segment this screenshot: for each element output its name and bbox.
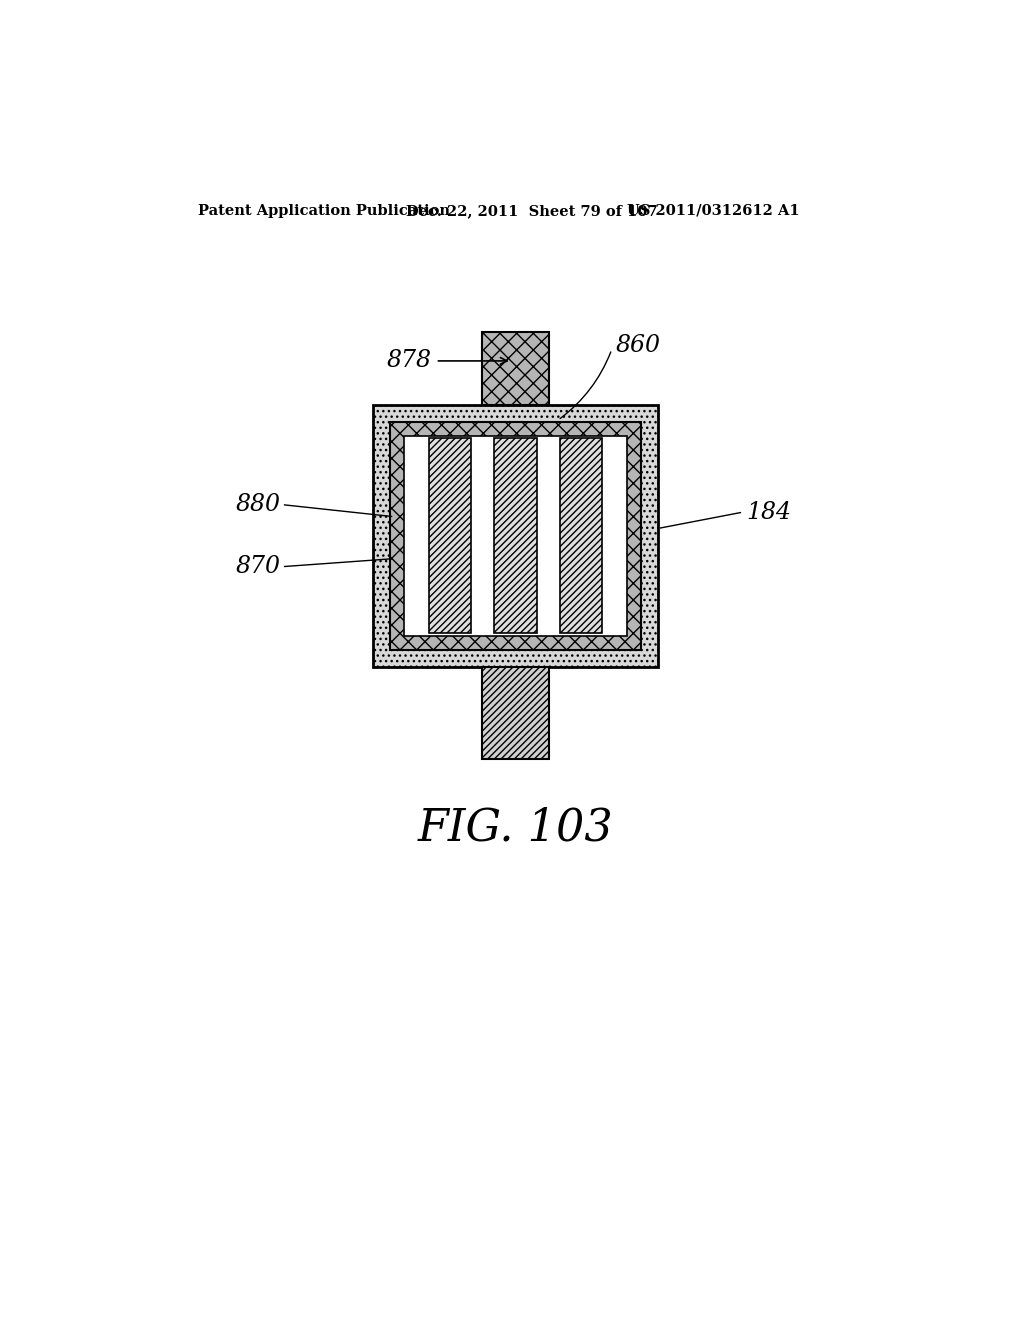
Bar (403, 436, 628, 636)
Bar (481, 667, 550, 759)
Text: 860: 860 (615, 334, 660, 356)
Text: 880: 880 (236, 494, 281, 516)
Bar (560, 438, 602, 634)
Text: 870: 870 (236, 554, 281, 578)
Text: 878: 878 (387, 350, 432, 372)
Bar (481, 331, 550, 405)
Bar (390, 422, 641, 649)
Bar (373, 405, 658, 667)
Text: FIG. 103: FIG. 103 (418, 807, 613, 850)
Text: US 2011/0312612 A1: US 2011/0312612 A1 (628, 203, 800, 218)
Bar (495, 438, 537, 634)
Text: 184: 184 (746, 502, 792, 524)
Text: Dec. 22, 2011  Sheet 79 of 107: Dec. 22, 2011 Sheet 79 of 107 (407, 203, 657, 218)
Text: Patent Application Publication: Patent Application Publication (199, 203, 451, 218)
Bar (429, 438, 471, 634)
